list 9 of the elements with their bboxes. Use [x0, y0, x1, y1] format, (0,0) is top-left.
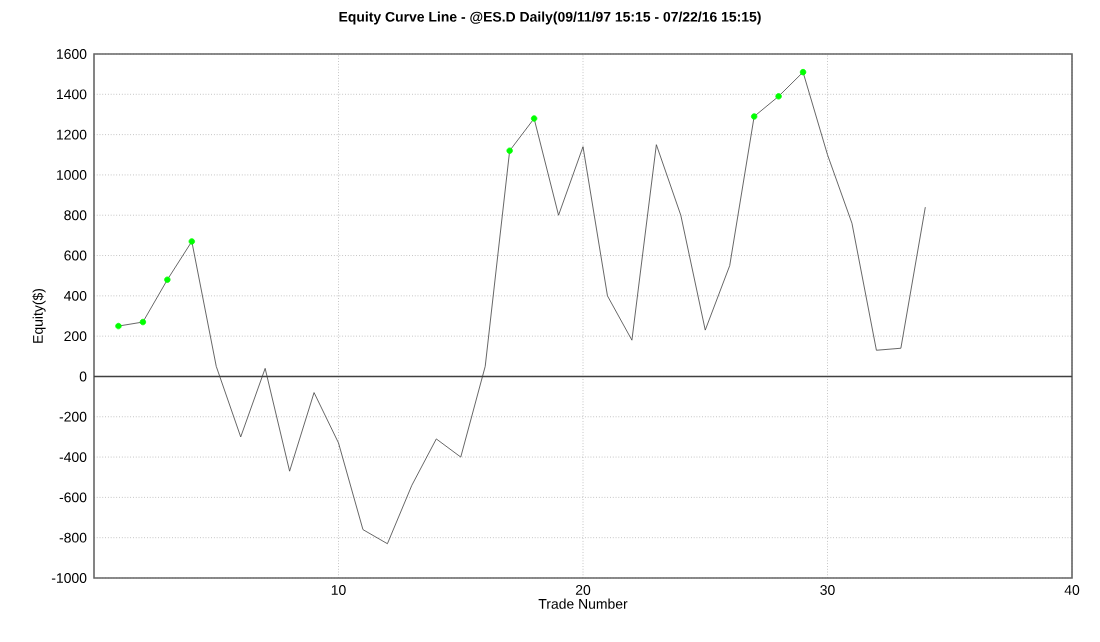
point — [164, 276, 171, 283]
point — [188, 238, 195, 245]
point — [750, 113, 758, 120]
point — [799, 68, 807, 76]
point — [775, 93, 782, 100]
point — [506, 147, 513, 154]
point — [139, 318, 147, 326]
point — [530, 115, 538, 122]
point — [115, 322, 122, 330]
